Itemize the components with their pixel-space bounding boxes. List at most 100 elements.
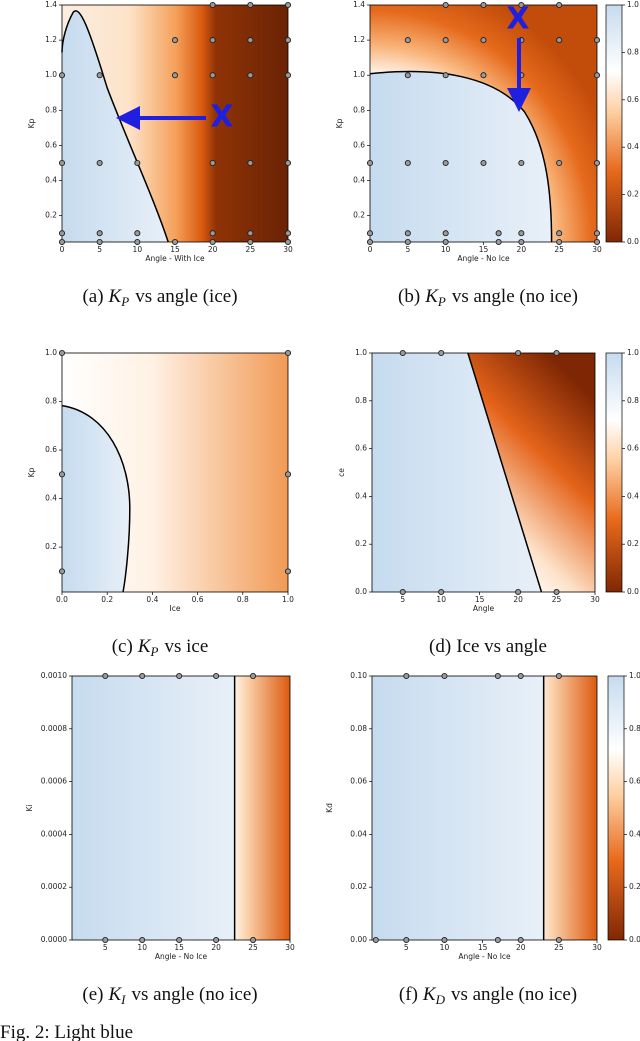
sample-point [480, 1, 487, 9]
y-tick-label: 0.4 [353, 176, 365, 185]
x-tick-label: 25 [248, 943, 258, 952]
x-tick-label: 5 [97, 245, 102, 254]
caption-part: D [435, 992, 446, 1007]
y-tick-label: 1.2 [45, 35, 57, 44]
y-tick-label: 0.2 [353, 211, 365, 220]
colorbar-tick-label: 0.2 [627, 539, 639, 548]
y-tick-label: 0.0006 [41, 777, 67, 786]
sample-point [366, 230, 374, 237]
colorbar-tick-label: 0.8 [629, 724, 640, 733]
y-tick-label: 0.6 [45, 445, 57, 454]
panel-caption: (a) KP vs angle (ice) [82, 286, 237, 309]
colorbar-tick-label: 0.2 [627, 190, 639, 199]
sample-point [372, 936, 379, 944]
sample-point [442, 238, 449, 246]
sample-point [556, 159, 563, 167]
sample-point [515, 588, 522, 596]
sample-point [441, 672, 448, 680]
colorbar-tick-label: 0.0 [627, 587, 639, 596]
x-tick-label: 30 [592, 245, 602, 254]
y-tick-label: 0.0010 [41, 671, 67, 680]
x-tick-label: 15 [478, 943, 488, 952]
sample-point [284, 159, 292, 167]
sample-point [171, 37, 179, 44]
caption-part: vs angle (no ice) [451, 984, 577, 1005]
sample-point [494, 936, 501, 944]
caption-part: P [120, 294, 129, 309]
sample-point [403, 672, 410, 680]
colorbar-tick-label: 0.6 [627, 444, 639, 453]
colorbar-tick-label: 1.0 [627, 0, 639, 9]
x-tick-label: 0 [60, 245, 65, 254]
y-tick-label: 0.8 [45, 105, 57, 114]
sample-point [139, 672, 146, 680]
colorbar [605, 352, 623, 593]
x-tick-label: 0 [368, 245, 373, 254]
y-tick-label: 1.2 [353, 35, 365, 44]
sample-point [102, 672, 109, 680]
x-axis-label: Angle - No Ice [155, 952, 208, 961]
sample-point [403, 936, 410, 944]
y-tick-label: 0.10 [350, 671, 367, 680]
y-tick-label: 0.00 [350, 935, 367, 944]
sample-point [58, 349, 66, 357]
caption-part: P [437, 294, 446, 309]
sample-point [171, 72, 179, 79]
y-tick-label: 0.6 [353, 140, 365, 149]
y-tick-label: 1.4 [45, 0, 57, 9]
y-tick-label: 0.8 [353, 105, 365, 114]
sample-point [480, 37, 487, 44]
sample-point [518, 230, 525, 237]
y-tick-label: 1.4 [353, 0, 365, 9]
colorbar-tick-label: 0.0 [627, 237, 639, 246]
sample-point [284, 230, 292, 237]
x-tick-label: 15 [475, 595, 485, 604]
x-tick-label: 10 [436, 595, 446, 604]
y-tick-label: 1.0 [353, 70, 365, 79]
colorbar [605, 4, 623, 243]
sample-point [404, 230, 411, 237]
sample-point [284, 568, 292, 575]
y-axis-label: ce [337, 468, 346, 477]
sample-point [102, 936, 109, 944]
colorbar-tick-label: 0.4 [629, 829, 640, 838]
y-tick-label: 1.0 [45, 348, 57, 357]
colorbar-tick-label: 0.4 [627, 142, 639, 151]
caption-part: K [137, 636, 152, 657]
contour-group [372, 676, 544, 940]
sample-point [209, 230, 216, 237]
colorbar-tick-label: 1.0 [629, 671, 640, 680]
sample-point [366, 238, 374, 246]
sample-point [399, 588, 406, 596]
y-tick-label: 0.2 [45, 211, 57, 220]
x-tick-label: 20 [208, 245, 218, 254]
y-tick-label: 0.2 [355, 539, 367, 548]
sample-point [518, 238, 525, 246]
caption-part: (c) [112, 636, 133, 657]
sample-point [495, 230, 502, 237]
caption-part: Ice vs angle [456, 636, 547, 657]
sample-point [517, 672, 524, 680]
sample-point [134, 230, 141, 237]
sample-point [247, 238, 254, 246]
contour-group [62, 406, 130, 592]
sample-point [284, 37, 292, 44]
x-tick-label: 5 [405, 245, 410, 254]
y-tick-label: 0.4 [355, 491, 367, 500]
x-axis-label: Angle - No Ice [457, 254, 510, 263]
colorbar-tick-label: 0.0 [629, 935, 640, 944]
sample-point [494, 672, 501, 680]
caption-part: vs angle (ice) [135, 286, 237, 307]
low-region [370, 71, 552, 243]
colorbar-tick-label: 0.4 [627, 491, 639, 500]
sample-point [139, 936, 146, 944]
sample-point [438, 588, 445, 596]
plot-frame [371, 352, 596, 593]
sample-point [58, 471, 66, 478]
caption-part: K [108, 286, 123, 307]
panel-caption: (e) KI vs angle (no ice) [82, 984, 257, 1007]
caption-part: vs ice [164, 636, 208, 657]
x-tick-label: 15 [174, 943, 184, 952]
